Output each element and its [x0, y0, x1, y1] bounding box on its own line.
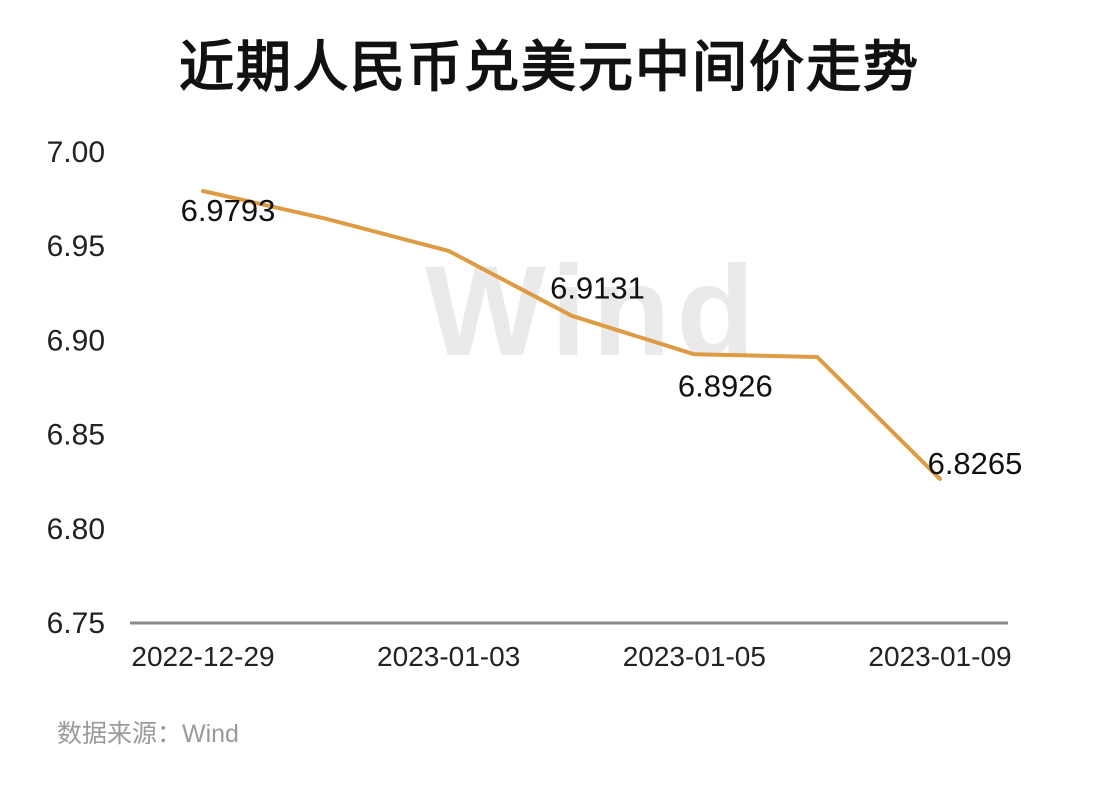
- data-point-label: 6.9793: [181, 193, 276, 228]
- x-tick-label: 2023-01-05: [623, 641, 766, 672]
- y-axis-tick-labels: 7.00 6.95 6.90 6.85 6.80 6.75: [47, 136, 105, 640]
- price-line: [201, 189, 942, 481]
- data-point-labels: 6.9793 6.9131 6.8926 6.8265: [181, 193, 1023, 481]
- data-point-label: 6.8265: [928, 446, 1023, 481]
- y-tick-label: 6.85: [47, 419, 105, 452]
- price-line-group: [201, 189, 942, 481]
- chart-title: 近期人民币兑美元中间价走势: [178, 36, 920, 98]
- y-tick-label: 6.75: [47, 607, 105, 640]
- y-tick-label: 6.80: [47, 513, 105, 546]
- data-point-label: 6.9131: [550, 271, 645, 306]
- data-point-label: 6.8926: [678, 368, 773, 403]
- y-tick-label: 6.90: [47, 324, 105, 357]
- x-tick-label: 2022-12-29: [131, 641, 274, 672]
- x-axis-tick-labels: 2022-12-29 2023-01-03 2023-01-05 2023-01-09: [131, 641, 1011, 672]
- y-tick-label: 7.00: [47, 136, 105, 169]
- y-tick-label: 6.95: [47, 230, 105, 263]
- x-tick-label: 2023-01-09: [868, 641, 1011, 672]
- x-tick-label: 2023-01-03: [377, 641, 520, 672]
- source-note: 数据来源：Wind: [57, 720, 239, 748]
